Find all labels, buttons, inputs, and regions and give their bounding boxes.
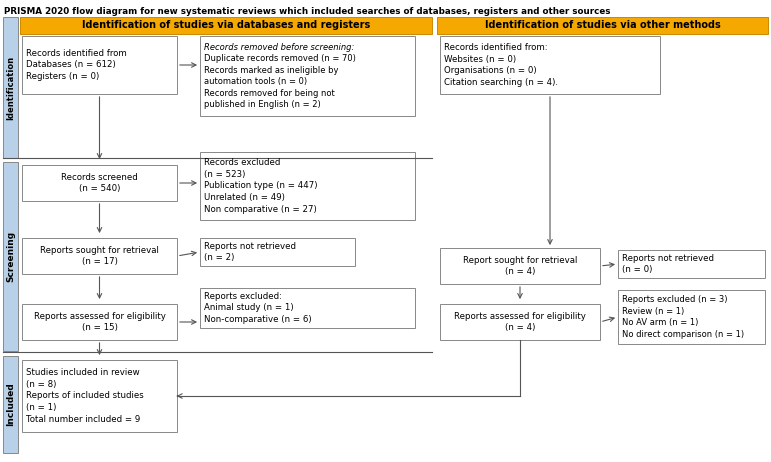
Text: Organisations (n = 0): Organisations (n = 0) bbox=[444, 67, 537, 75]
Bar bbox=[22, 165, 177, 201]
Bar bbox=[20, 17, 432, 34]
Bar bbox=[440, 36, 660, 94]
Text: Records marked as ineligible by: Records marked as ineligible by bbox=[204, 66, 338, 75]
Text: Websites (n = 0): Websites (n = 0) bbox=[444, 55, 516, 64]
Text: Reports not retrieved: Reports not retrieved bbox=[204, 242, 296, 250]
Text: published in English (n = 2): published in English (n = 2) bbox=[204, 100, 321, 109]
Bar bbox=[3, 162, 18, 351]
Text: Non-comparative (n = 6): Non-comparative (n = 6) bbox=[204, 316, 311, 324]
Text: Reports of included studies: Reports of included studies bbox=[26, 391, 143, 401]
Text: Identification of studies via other methods: Identification of studies via other meth… bbox=[485, 20, 720, 30]
Text: No direct comparison (n = 1): No direct comparison (n = 1) bbox=[622, 330, 744, 339]
Text: (n = 0): (n = 0) bbox=[622, 266, 652, 274]
Text: Screening: Screening bbox=[6, 231, 15, 282]
Text: Identification: Identification bbox=[6, 55, 15, 120]
Bar bbox=[618, 250, 765, 278]
Text: (n = 540): (n = 540) bbox=[79, 184, 120, 194]
Text: Duplicate records removed (n = 70): Duplicate records removed (n = 70) bbox=[204, 54, 356, 63]
Text: Databases (n = 612): Databases (n = 612) bbox=[26, 61, 116, 69]
Text: Citation searching (n = 4).: Citation searching (n = 4). bbox=[444, 79, 558, 87]
Text: Included: Included bbox=[6, 383, 15, 426]
Text: Reports assessed for eligibility: Reports assessed for eligibility bbox=[454, 311, 586, 321]
Text: Registers (n = 0): Registers (n = 0) bbox=[26, 73, 99, 81]
Bar bbox=[200, 238, 355, 266]
Bar bbox=[22, 36, 177, 94]
Text: Report sought for retrieval: Report sought for retrieval bbox=[463, 255, 577, 265]
Text: Reports sought for retrieval: Reports sought for retrieval bbox=[40, 246, 159, 255]
Text: automation tools (n = 0): automation tools (n = 0) bbox=[204, 77, 307, 86]
Text: (n = 8): (n = 8) bbox=[26, 380, 56, 389]
Text: Records identified from:: Records identified from: bbox=[444, 43, 547, 52]
Bar bbox=[3, 356, 18, 453]
Text: Reports excluded (n = 3): Reports excluded (n = 3) bbox=[622, 295, 728, 304]
Bar bbox=[200, 36, 415, 116]
Text: (n = 523): (n = 523) bbox=[204, 170, 245, 179]
Text: Records removed for being not: Records removed for being not bbox=[204, 89, 335, 98]
Bar bbox=[22, 360, 177, 432]
Text: Reports excluded:: Reports excluded: bbox=[204, 292, 282, 301]
Bar bbox=[440, 304, 600, 340]
Text: Records removed before screening:: Records removed before screening: bbox=[204, 43, 355, 52]
Bar bbox=[3, 17, 18, 158]
Text: Records identified from: Records identified from bbox=[26, 49, 126, 58]
Text: (n = 17): (n = 17) bbox=[82, 257, 117, 267]
Text: Identification of studies via databases and registers: Identification of studies via databases … bbox=[82, 20, 370, 30]
Bar bbox=[200, 288, 415, 328]
Text: Studies included in review: Studies included in review bbox=[26, 368, 140, 377]
Text: Publication type (n = 447): Publication type (n = 447) bbox=[204, 182, 318, 190]
Text: (n = 4): (n = 4) bbox=[505, 323, 535, 333]
Text: Non comparative (n = 27): Non comparative (n = 27) bbox=[204, 205, 317, 214]
Text: (n = 15): (n = 15) bbox=[82, 323, 117, 333]
Bar bbox=[618, 290, 765, 344]
Text: Animal study (n = 1): Animal study (n = 1) bbox=[204, 304, 294, 312]
Text: (n = 1): (n = 1) bbox=[26, 403, 56, 413]
Bar bbox=[22, 304, 177, 340]
Text: Unrelated (n = 49): Unrelated (n = 49) bbox=[204, 194, 284, 202]
Text: Records screened: Records screened bbox=[61, 173, 138, 182]
Bar bbox=[437, 17, 768, 34]
Text: No AV arm (n = 1): No AV arm (n = 1) bbox=[622, 318, 699, 327]
Text: PRISMA 2020 flow diagram for new systematic reviews which included searches of d: PRISMA 2020 flow diagram for new systema… bbox=[4, 7, 611, 16]
Bar bbox=[440, 248, 600, 284]
Text: (n = 2): (n = 2) bbox=[204, 254, 234, 262]
Text: Review (n = 1): Review (n = 1) bbox=[622, 307, 684, 316]
Text: Records excluded: Records excluded bbox=[204, 158, 281, 167]
Text: Reports not retrieved: Reports not retrieved bbox=[622, 254, 714, 262]
Text: Reports assessed for eligibility: Reports assessed for eligibility bbox=[34, 311, 166, 321]
Bar bbox=[200, 152, 415, 220]
Text: Total number included = 9: Total number included = 9 bbox=[26, 415, 140, 424]
Bar bbox=[22, 238, 177, 274]
Text: (n = 4): (n = 4) bbox=[505, 267, 535, 276]
